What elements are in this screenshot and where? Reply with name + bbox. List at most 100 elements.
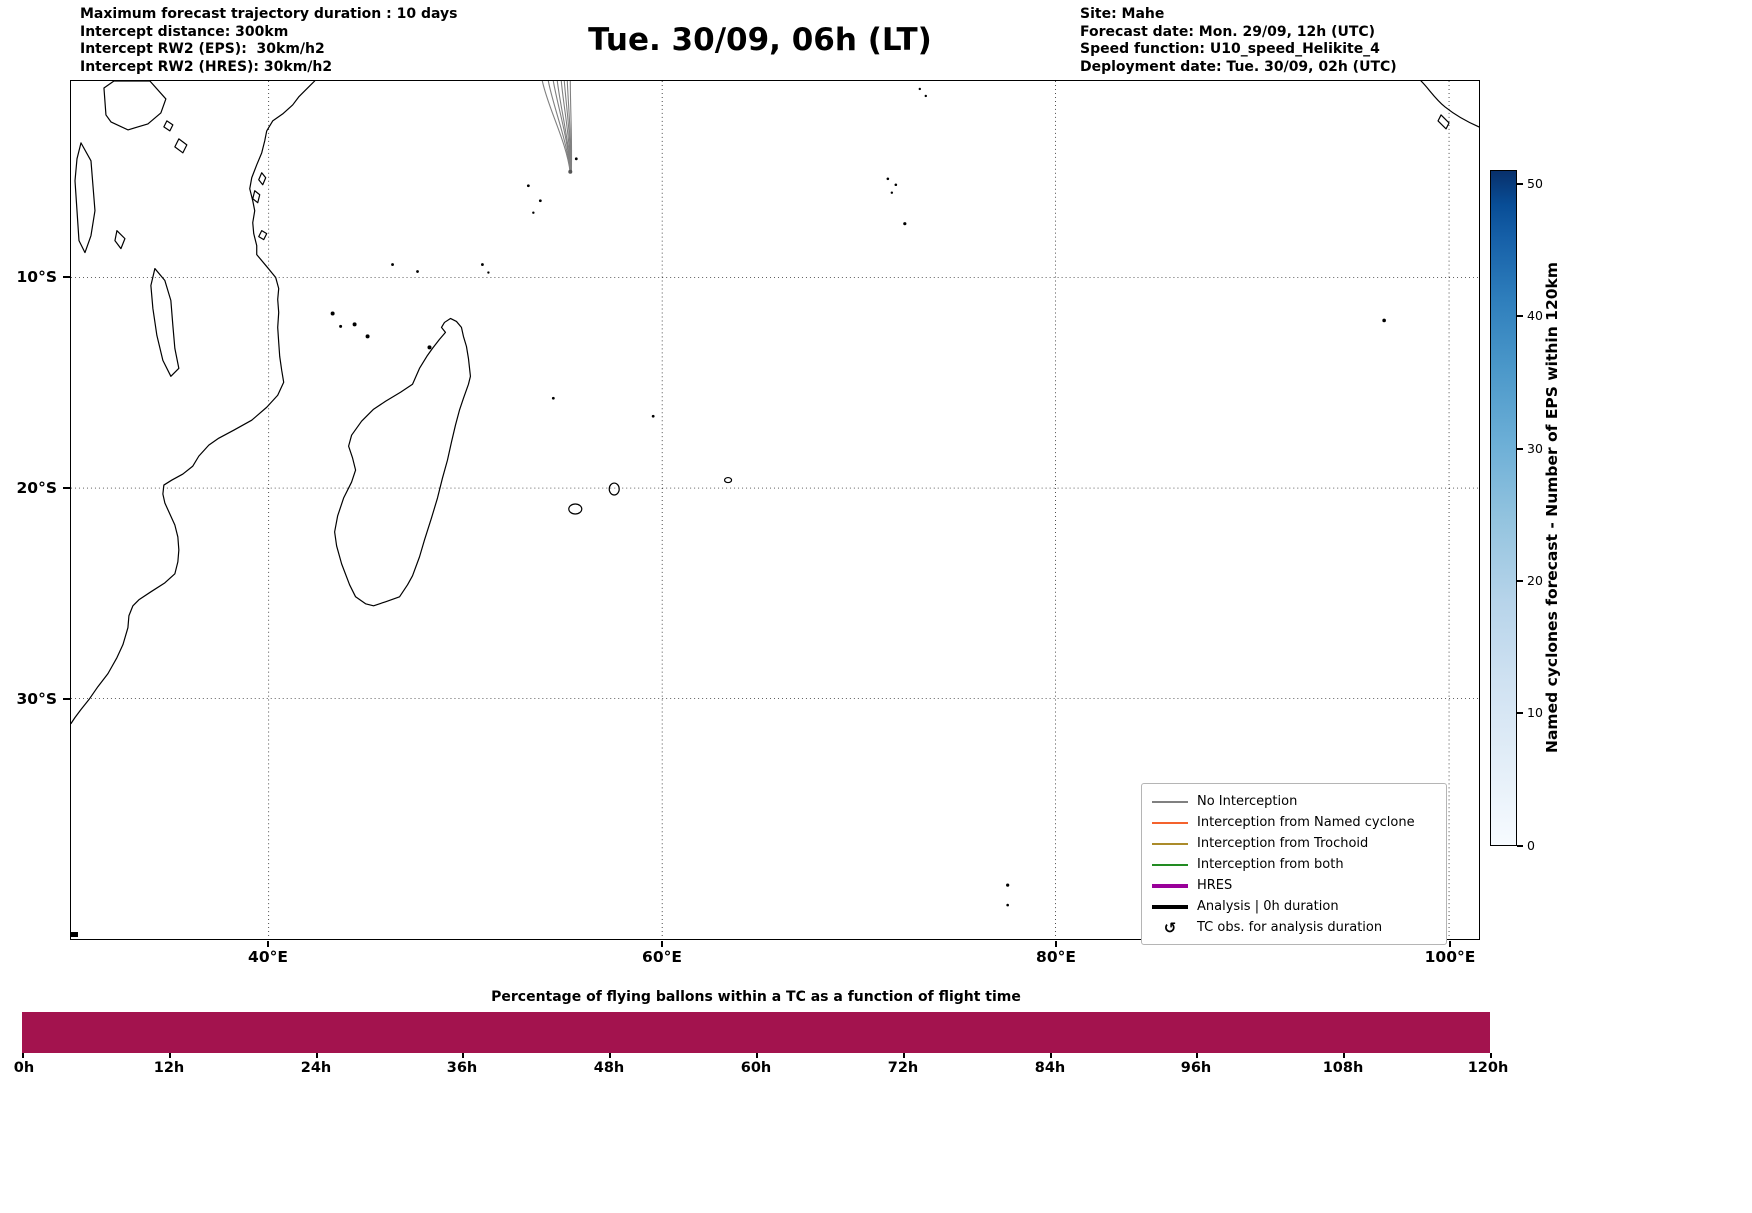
legend-item-trochoid: Interception from Trochoid [1152, 833, 1436, 854]
mauritius-island [608, 482, 620, 496]
chagos-speck-2 [894, 183, 898, 187]
chagos-speck-3 [890, 191, 894, 194]
maldives-speck-1 [918, 87, 921, 91]
pemba-island [258, 172, 267, 186]
colorbar-tick-label-50: 50 [1527, 176, 1543, 191]
flight-time-tick-label: 24h [300, 1060, 332, 1076]
lon-tick-label-40e: 40°E [248, 948, 288, 966]
legend-item-label: No Interception [1197, 794, 1298, 809]
lat-tick-label-30s: 30°S [16, 690, 57, 708]
legend-item-analysis: Analysis | 0h duration [1152, 896, 1436, 917]
legend-line-swatch [1152, 842, 1188, 845]
legend-line-swatch [1152, 904, 1188, 909]
lon-tick-label-100e: 100°E [1424, 948, 1476, 966]
maldives-speck-2 [924, 94, 927, 98]
map-legend: No Interception Interception from Named … [1141, 783, 1447, 945]
map-corner-mark [71, 932, 78, 938]
lon-axis-tick [1055, 941, 1057, 947]
lake-rukwa [114, 230, 126, 250]
rift-lake-small-2 [163, 120, 174, 132]
amirantes-island-1 [526, 184, 530, 188]
lon-axis-tick [661, 941, 663, 947]
flight-time-tick [316, 1053, 318, 1058]
lon-tick-label-60e: 60°E [642, 948, 682, 966]
legend-item-named-cyclone: Interception from Named cyclone [1152, 812, 1436, 833]
colorbar-tick-label-10: 10 [1527, 705, 1543, 720]
flight-time-tick [903, 1053, 905, 1058]
lon-axis-tick [267, 941, 269, 947]
lat-axis-tick [63, 276, 70, 278]
legend-item-label: TC obs. for analysis duration [1197, 920, 1383, 935]
flight-time-tick [462, 1053, 464, 1058]
rift-lake-small-1 [174, 138, 188, 154]
lat-axis-tick [63, 698, 70, 700]
colorbar-tick [1517, 712, 1523, 714]
lake-malawi [150, 267, 180, 377]
flight-time-tick [169, 1053, 171, 1058]
flight-time-tick [1343, 1053, 1345, 1058]
mayotte-island [365, 334, 370, 339]
legend-item-label: Interception from both [1197, 857, 1344, 872]
flight-time-tick-label: 84h [1034, 1060, 1066, 1076]
comoros-anjouan [352, 322, 357, 327]
st-paul-island [1006, 903, 1009, 907]
forecast-date-text: Forecast date: Mon. 29/09, 12h (UTC) [1080, 23, 1376, 40]
flight-time-tick-label: 72h [887, 1060, 919, 1076]
colorbar-tick-label-0: 0 [1527, 838, 1535, 853]
deployment-date-text: Deployment date: Tue. 30/09, 02h (UTC) [1080, 58, 1397, 75]
colorbar-tick-label-20: 20 [1527, 573, 1543, 588]
flight-time-tick-label: 12h [153, 1060, 185, 1076]
lon-tick-label-80e: 80°E [1036, 948, 1076, 966]
eps-colorbar [1490, 170, 1517, 846]
flight-time-tick-label: 0h [13, 1060, 35, 1076]
flight-time-tick [609, 1053, 611, 1058]
colorbar-tick [1517, 183, 1523, 185]
colorbar-axis-label: Named cyclones forecast - Number of EPS … [1543, 262, 1561, 754]
farquhar-atoll [481, 263, 484, 266]
legend-line-swatch [1152, 800, 1188, 803]
lat-tick-label-10s: 10°S [16, 268, 57, 286]
intercept-rw2-hres-text: Intercept RW2 (HRES): 30km/h2 [80, 58, 333, 75]
legend-line-swatch [1152, 883, 1188, 888]
comoros-moheli [339, 324, 343, 328]
cocos-keeling-islands [1382, 318, 1386, 323]
site-info-block: Site: Mahe Forecast date: Mon. 29/09, 12… [1080, 6, 1397, 76]
sumatra-coastline [1420, 81, 1479, 128]
deployment-site-marker [568, 169, 573, 174]
flight-time-tick-label: 96h [1180, 1060, 1212, 1076]
flight-time-tick-label: 108h [1322, 1060, 1364, 1076]
rodrigues-island [723, 476, 733, 484]
colorbar-tick-label-40: 40 [1527, 308, 1543, 323]
legend-line-swatch [1152, 821, 1188, 824]
tromelin-island [551, 396, 555, 400]
forecast-parameters-block: Maximum forecast trajectory duration : 1… [80, 6, 457, 76]
aldabra-atoll [391, 263, 394, 266]
intercept-rw2-eps-text: Intercept RW2 (EPS): 30km/h2 [80, 41, 325, 57]
max-trajectory-duration-text: Maximum forecast trajectory duration : 1… [80, 6, 458, 22]
lat-axis-tick [63, 487, 70, 489]
colorbar-tick [1517, 448, 1523, 450]
st-brandon-shoals [651, 414, 655, 418]
diego-garcia [903, 222, 907, 226]
flight-time-tick [22, 1053, 24, 1058]
small-island-dots [71, 87, 1386, 938]
coastlines [71, 81, 1479, 725]
intercept-distance-text: Intercept distance: 300km [80, 23, 289, 40]
flight-time-tick [1196, 1053, 1198, 1058]
madagascar-coastline [334, 317, 472, 607]
tc-percentage-bar [22, 1012, 1490, 1053]
amirantes-island-2 [538, 199, 542, 203]
lon-axis-tick [1449, 941, 1451, 947]
trajectory-map-panel: No Interception Interception from Named … [70, 80, 1480, 945]
zanzibar-island [252, 190, 261, 204]
mafia-island [258, 230, 268, 241]
legend-item-both: Interception from both [1152, 854, 1436, 875]
flight-time-tick-label: 120h [1467, 1060, 1509, 1076]
flight-time-tick-label: 60h [740, 1060, 772, 1076]
providence-atoll [487, 271, 490, 274]
seychelles-praslin [574, 157, 578, 161]
legend-item-label: Analysis | 0h duration [1197, 899, 1339, 914]
balloon-trajectories [541, 81, 573, 174]
legend-item-tc-obs: ↺ TC obs. for analysis duration [1152, 917, 1436, 938]
